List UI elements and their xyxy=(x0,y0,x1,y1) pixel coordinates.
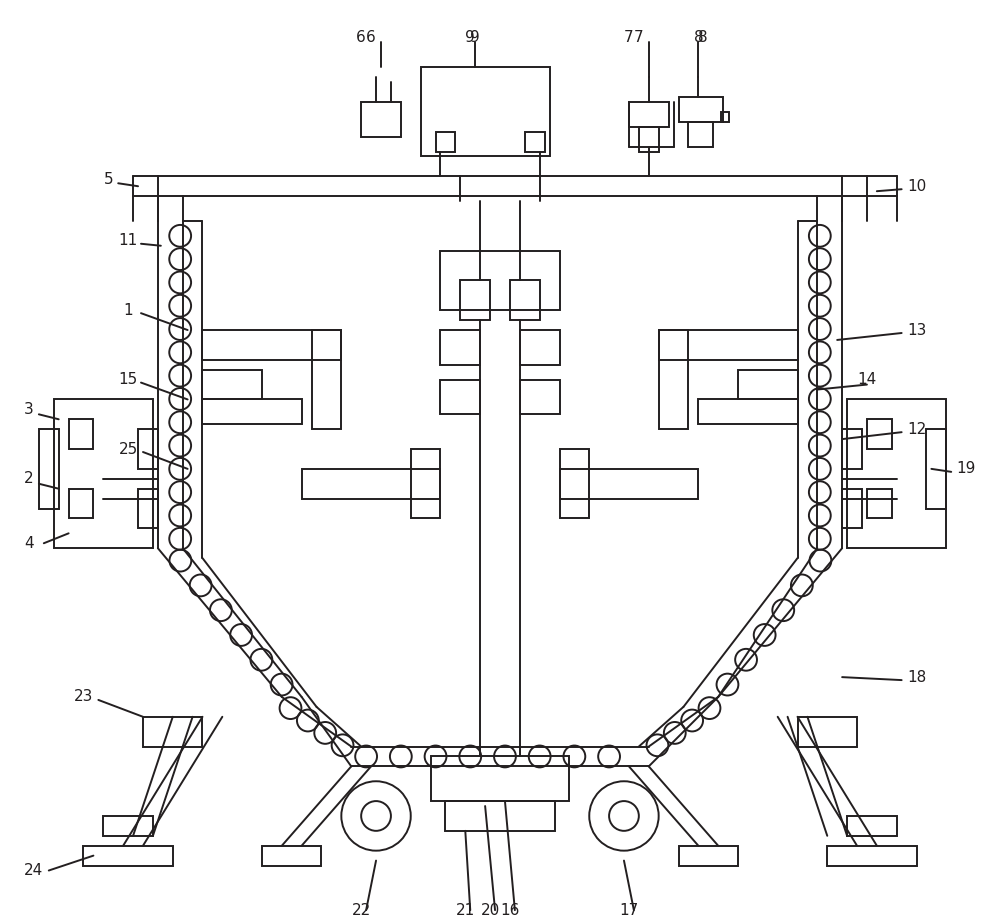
Bar xyxy=(639,126,659,151)
Bar xyxy=(39,430,59,509)
Text: 6: 6 xyxy=(366,30,376,45)
Text: 18: 18 xyxy=(907,669,926,685)
Bar xyxy=(629,102,669,126)
Bar xyxy=(421,67,550,157)
Text: 12: 12 xyxy=(907,421,926,437)
Bar xyxy=(103,816,153,836)
Bar xyxy=(842,489,862,528)
Text: 6: 6 xyxy=(356,30,366,45)
Text: 8: 8 xyxy=(698,30,708,45)
Text: 9: 9 xyxy=(470,30,480,45)
Text: 3: 3 xyxy=(24,402,34,417)
Bar xyxy=(842,430,862,469)
Text: 11: 11 xyxy=(118,233,138,248)
Bar xyxy=(440,380,480,414)
Bar xyxy=(698,399,798,424)
Bar xyxy=(867,489,892,518)
Text: 15: 15 xyxy=(118,372,138,387)
Bar xyxy=(688,122,713,147)
Bar xyxy=(202,399,302,424)
Text: 20: 20 xyxy=(480,903,500,917)
Text: 23: 23 xyxy=(74,690,93,704)
Bar xyxy=(69,489,93,518)
Bar xyxy=(143,716,202,747)
Bar xyxy=(520,330,560,365)
Text: 13: 13 xyxy=(907,323,926,337)
Text: 16: 16 xyxy=(500,903,520,917)
Bar xyxy=(525,132,545,151)
Bar xyxy=(738,370,798,399)
Bar xyxy=(867,420,892,449)
Text: 14: 14 xyxy=(857,372,877,387)
Text: 22: 22 xyxy=(352,903,371,917)
Bar xyxy=(302,469,440,499)
Bar xyxy=(679,97,723,122)
Text: 5: 5 xyxy=(103,171,113,187)
Text: 17: 17 xyxy=(619,903,639,917)
Bar xyxy=(460,280,490,320)
Bar xyxy=(659,330,798,360)
Bar xyxy=(721,112,729,122)
Bar xyxy=(560,449,589,518)
Bar xyxy=(847,816,897,836)
Text: 4: 4 xyxy=(24,536,34,550)
Text: 2: 2 xyxy=(24,471,34,486)
Bar xyxy=(510,280,540,320)
Text: 25: 25 xyxy=(118,442,138,456)
Bar xyxy=(847,399,946,549)
Bar xyxy=(138,489,158,528)
Text: 7: 7 xyxy=(624,30,634,45)
Text: 1: 1 xyxy=(123,302,133,318)
Bar xyxy=(520,380,560,414)
Bar xyxy=(445,801,555,831)
Text: 9: 9 xyxy=(465,30,475,45)
Bar xyxy=(262,845,321,866)
Bar xyxy=(440,330,480,365)
Text: 19: 19 xyxy=(956,461,976,477)
Bar xyxy=(202,330,341,360)
Text: 10: 10 xyxy=(907,179,926,194)
Bar xyxy=(411,449,440,518)
Bar xyxy=(926,430,946,509)
Bar xyxy=(659,330,688,430)
Bar xyxy=(560,469,698,499)
Bar xyxy=(54,399,153,549)
Bar xyxy=(69,420,93,449)
Bar xyxy=(431,756,569,801)
Bar xyxy=(436,132,455,151)
Bar xyxy=(827,845,917,866)
Bar xyxy=(679,845,738,866)
Text: 24: 24 xyxy=(24,863,44,878)
Bar xyxy=(798,716,857,747)
Bar xyxy=(138,430,158,469)
Text: 21: 21 xyxy=(456,903,475,917)
Text: 8: 8 xyxy=(694,30,703,45)
Bar xyxy=(312,330,341,430)
Text: 7: 7 xyxy=(634,30,644,45)
Bar xyxy=(202,370,262,399)
Bar xyxy=(361,102,401,136)
Bar xyxy=(440,251,560,310)
Bar xyxy=(83,845,173,866)
